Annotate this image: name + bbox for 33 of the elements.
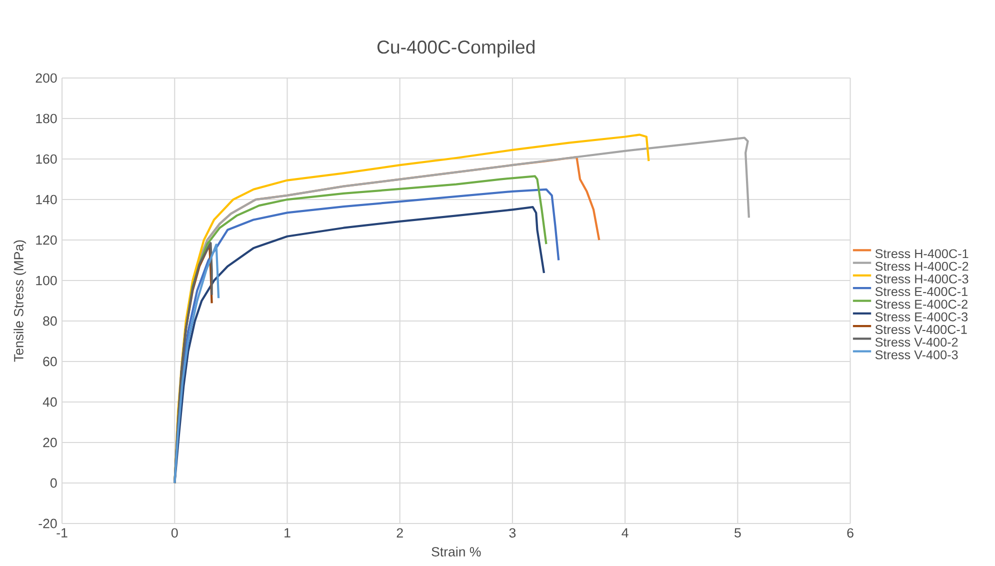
x-tick-label: -1 (56, 528, 68, 538)
y-tick-label: 140 (36, 195, 57, 204)
chart-title: Cu-400C-Compiled (377, 40, 535, 58)
x-axis-title: Strain % (432, 546, 481, 557)
y-axis-title: Tensile Stress (MPa) (14, 240, 26, 362)
x-tick-label: 5 (734, 528, 741, 538)
legend-label: Stress V-400-3 (875, 350, 958, 360)
y-tick-label: 100 (36, 276, 57, 286)
y-tick-label: 0 (50, 478, 57, 488)
y-tick-label: 40 (42, 398, 57, 407)
y-tick-label: 80 (43, 316, 57, 326)
legend-label: Stress H-400C-1 (875, 249, 968, 258)
legend-label: Stress E-400C-3 (875, 312, 968, 322)
y-tick-label: -20 (38, 519, 57, 528)
y-tick-label: 120 (36, 236, 57, 245)
x-tick-label: 4 (622, 528, 628, 538)
y-tick-label: 20 (43, 438, 57, 448)
y-tick-label: 180 (36, 114, 57, 124)
line-series (174, 244, 220, 484)
y-tick-label: 160 (36, 154, 57, 164)
x-tick-label: 2 (396, 528, 403, 538)
legend-label: Stress H-400C-2 (875, 262, 968, 272)
legend-label: Stress E-400C-2 (875, 300, 968, 309)
legend-label: Stress V-400C-1 (875, 325, 967, 334)
x-tick-label: 1 (284, 528, 290, 538)
y-tick-label: 60 (43, 357, 57, 366)
x-tick-label: 6 (847, 528, 854, 538)
x-tick-label: 0 (171, 528, 178, 538)
x-tick-label: 3 (509, 528, 516, 538)
legend-label: Stress H-400C-3 (875, 274, 968, 284)
y-tick-label: 200 (36, 74, 57, 83)
legend-label: Stress V-400-2 (875, 338, 958, 347)
legend-label: Stress E-400C-1 (875, 287, 968, 296)
